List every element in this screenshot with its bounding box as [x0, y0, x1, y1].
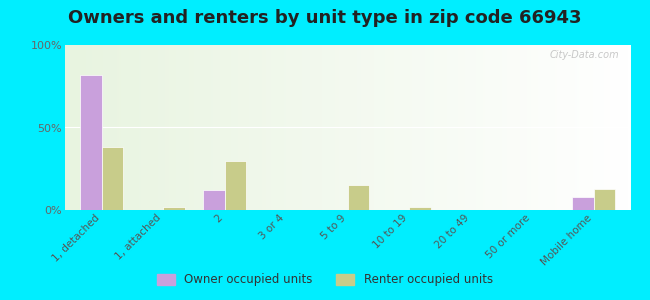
Bar: [203, 190, 225, 210]
Legend: Owner occupied units, Renter occupied units: Owner occupied units, Renter occupied un…: [153, 269, 497, 291]
Bar: [572, 197, 593, 210]
Text: Owners and renters by unit type in zip code 66943: Owners and renters by unit type in zip c…: [68, 9, 582, 27]
Bar: [81, 75, 102, 210]
Bar: [102, 147, 124, 210]
Bar: [163, 207, 185, 210]
Text: City-Data.com: City-Data.com: [549, 50, 619, 60]
Bar: [225, 160, 246, 210]
Bar: [410, 207, 431, 210]
Bar: [348, 185, 369, 210]
Bar: [593, 188, 615, 210]
